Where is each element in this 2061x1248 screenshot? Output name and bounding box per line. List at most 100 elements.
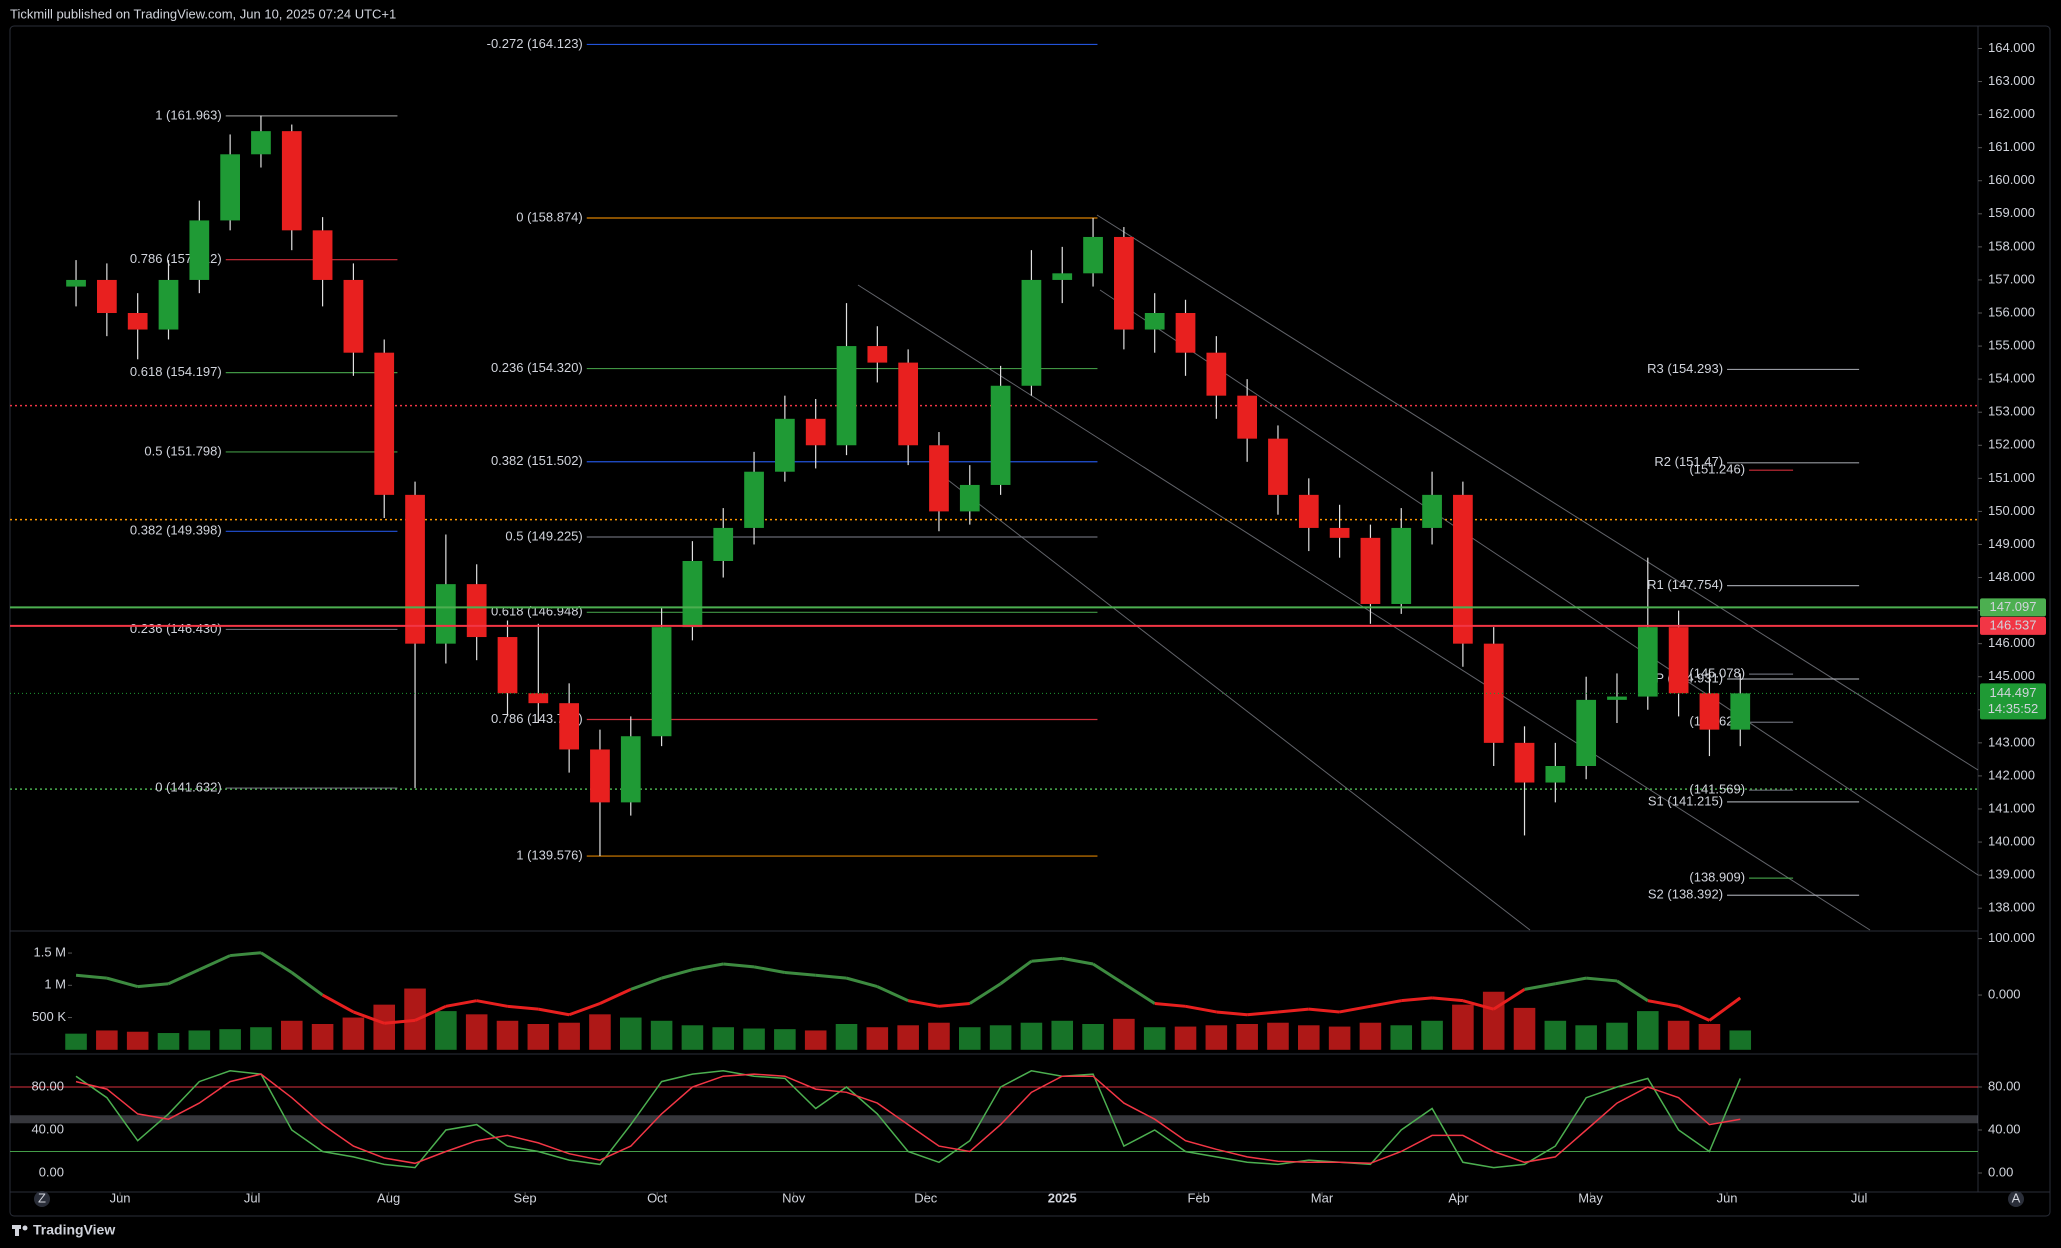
volume-bar <box>311 1024 334 1050</box>
candle-body <box>158 279 179 330</box>
volume-bar <box>1298 1025 1320 1050</box>
y2-tick-label: 100.000 <box>1988 930 2035 945</box>
last-price-label: 144.497 <box>1990 685 2037 700</box>
y-tick-label: 40.00 <box>31 1121 64 1136</box>
volume-bar <box>1143 1027 1166 1050</box>
volume-bar <box>1513 1007 1536 1050</box>
flow-line <box>538 1007 570 1017</box>
y-tick-label: 161.000 <box>1988 139 2035 154</box>
axis-button-label[interactable]: Z <box>38 1190 46 1205</box>
candle-body <box>1083 236 1103 274</box>
flow-line <box>260 951 293 974</box>
y-tick-label: 155.000 <box>1988 338 2035 353</box>
y-tick-label: 80.00 <box>31 1078 64 1093</box>
candle-body <box>1637 627 1658 697</box>
candle-body <box>528 693 549 704</box>
flow-line <box>1123 982 1156 1005</box>
candle-body <box>1514 742 1535 783</box>
y-tick-label: 145.000 <box>1988 668 2035 683</box>
flow-line <box>167 968 200 986</box>
candle-body <box>805 418 826 446</box>
volume-bar <box>1113 1018 1135 1050</box>
candle-body <box>1052 273 1073 280</box>
candle-body <box>713 527 734 561</box>
candle-body <box>1730 693 1751 730</box>
volume-bar <box>435 1011 457 1050</box>
volume-bar <box>958 1027 981 1050</box>
axis-button[interactable] <box>34 1191 50 1207</box>
y-tick-label: 151.000 <box>1988 470 2035 485</box>
flow-line <box>753 965 786 974</box>
y-tick-label: 156.000 <box>1988 304 2035 319</box>
flow-line <box>938 1002 970 1008</box>
candle-body <box>559 703 580 750</box>
axis-button-label[interactable]: A <box>2012 1190 2021 1205</box>
axis-button[interactable] <box>2008 1191 2024 1207</box>
x-tick-label: Mar <box>1311 1190 1334 1205</box>
price-box-label: 146.537 <box>1990 617 2037 632</box>
candle-body <box>1175 313 1196 353</box>
candle-body <box>620 736 641 803</box>
flow-line <box>999 959 1033 985</box>
flow-line <box>784 970 816 977</box>
candle-body <box>189 220 210 280</box>
level-label: S2 (138.392) <box>1648 887 1723 902</box>
x-tick-label: Jul <box>244 1190 261 1205</box>
y-tick-label: 138.000 <box>1988 900 2035 915</box>
flow-line <box>846 976 878 989</box>
y-tick-label: 140.000 <box>1988 833 2035 848</box>
candle-body <box>96 279 117 314</box>
level-label: 1 (161.963) <box>155 107 222 122</box>
volume-bar <box>1544 1020 1567 1050</box>
volume-bar <box>342 1017 365 1050</box>
level-label: 0.5 (149.225) <box>505 528 582 543</box>
flow-line <box>1031 956 1063 963</box>
candle-body <box>836 346 857 446</box>
candle-body <box>1576 699 1597 766</box>
candle-body <box>1206 352 1227 396</box>
price-box <box>1980 616 2046 635</box>
volume-bar <box>1482 991 1505 1050</box>
volume-bar <box>1174 1026 1197 1050</box>
candle-body <box>775 418 795 472</box>
candle-body <box>466 584 487 638</box>
candle-body <box>867 346 888 363</box>
candle-body <box>1360 537 1381 604</box>
candle-body <box>590 749 610 803</box>
y-tick-label: 80.00 <box>1988 1078 2021 1093</box>
channel-line <box>1099 289 1979 876</box>
flow-line <box>815 973 847 980</box>
y-tick-label: 1.5 M <box>33 944 66 959</box>
x-tick-label: 2025 <box>1048 1190 1077 1205</box>
flow-line <box>1154 1002 1186 1008</box>
volume-bar <box>928 1022 950 1050</box>
x-tick-label: Aug <box>377 1190 400 1205</box>
x-tick-label: Apr <box>1448 1190 1469 1205</box>
flow-line <box>876 985 909 1003</box>
candle-body <box>220 154 240 221</box>
level-label: 0.618 (146.948) <box>491 604 583 619</box>
y-tick-label: 146.000 <box>1988 635 2035 650</box>
y-tick-label: 154.000 <box>1988 371 2035 386</box>
level-label: (138.909) <box>1689 870 1745 885</box>
y-tick-label: 160.000 <box>1988 172 2035 187</box>
y-tick-label: 163.000 <box>1988 73 2035 88</box>
level-label: 0.382 (149.398) <box>130 523 222 538</box>
level-label: R1 (147.754) <box>1647 577 1723 592</box>
volume-bar <box>1575 1025 1597 1050</box>
volume-bar <box>743 1028 765 1050</box>
logo-part <box>22 1225 28 1231</box>
flow-line <box>1216 1010 1248 1017</box>
level-label: 0.5 (151.798) <box>144 443 221 458</box>
x-tick-label: Jul <box>1851 1190 1868 1205</box>
flow-line <box>1277 1007 1309 1014</box>
candle-body <box>898 362 919 446</box>
flow-line <box>968 982 1002 1005</box>
y-tick-label: 157.000 <box>1988 271 2035 286</box>
volume-bar <box>373 1004 396 1050</box>
flow-line <box>321 993 355 1014</box>
flow-line <box>1677 1004 1711 1022</box>
x-tick-label: Jun <box>110 1190 131 1205</box>
volume-bar <box>1359 1022 1382 1050</box>
